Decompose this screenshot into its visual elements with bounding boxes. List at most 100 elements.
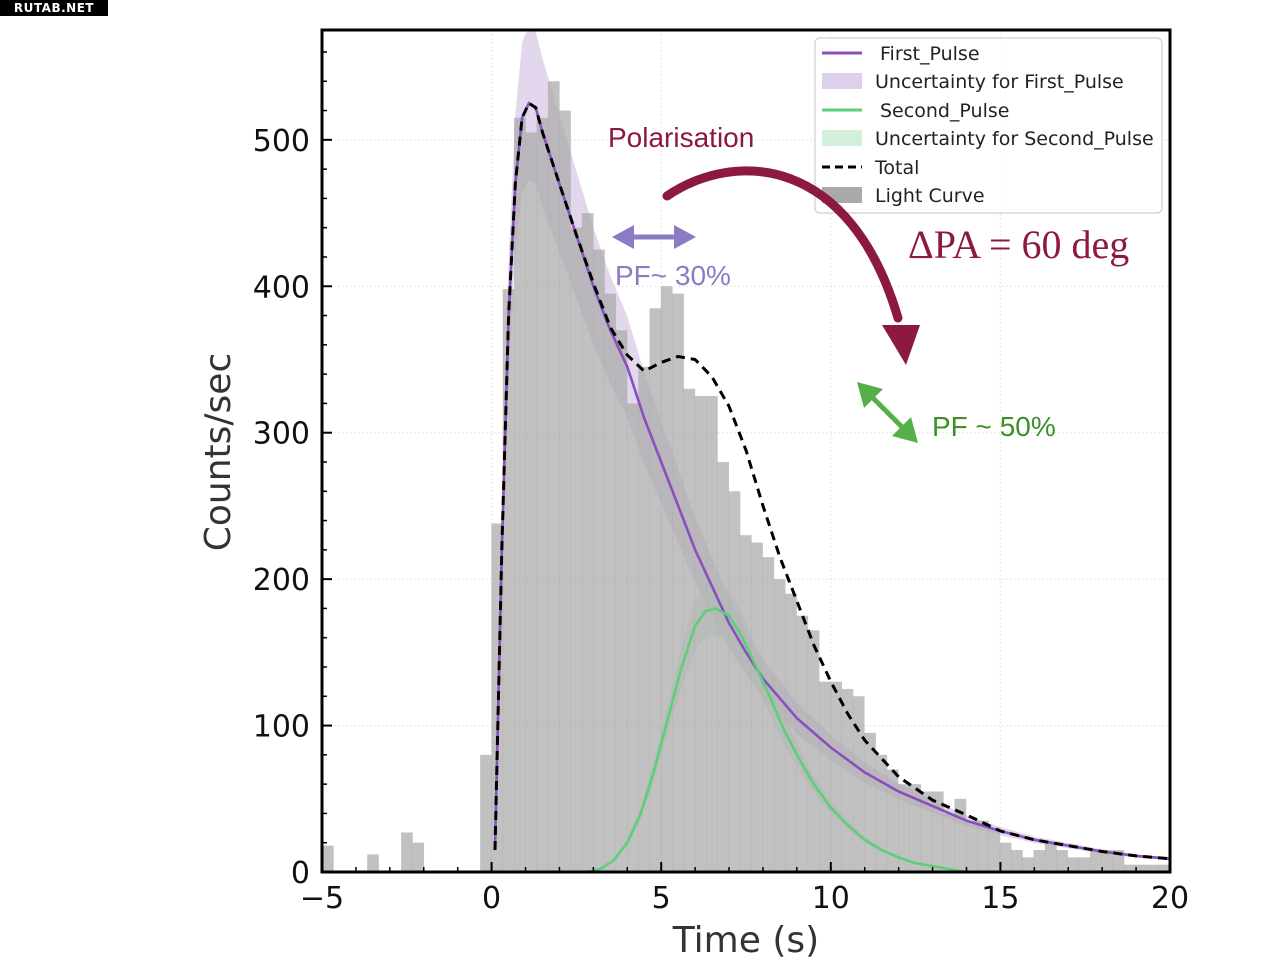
light-curve-bar <box>785 593 797 872</box>
light-curve-bar <box>1146 864 1159 872</box>
light-curve-bar <box>988 828 1001 872</box>
light-curve-bar <box>807 630 820 872</box>
light-curve-bar <box>954 798 967 872</box>
watermark: RUTAB.NET <box>0 0 108 16</box>
legend-second-uncertainty-label: Uncertainty for Second_Pulse <box>875 128 1154 150</box>
light-curve-bar <box>1022 857 1035 872</box>
light-curve-bar <box>739 535 752 872</box>
light-curve-bar <box>581 213 594 872</box>
light-curve-bar <box>841 688 854 872</box>
light-curve-bar <box>1090 850 1102 872</box>
light-curve-bar <box>1067 857 1080 872</box>
light-curve-bar <box>559 110 571 872</box>
y-tick-label: 100 <box>253 710 310 745</box>
light-curve-bar <box>920 791 933 872</box>
light-curve-bar <box>514 117 526 872</box>
polarisation-arrow-head <box>882 325 920 365</box>
light-curve-bars <box>322 81 1170 872</box>
light-curve-bar <box>864 732 876 872</box>
light-curve-bar <box>412 842 425 872</box>
light-curve-bar <box>999 842 1012 872</box>
light-curve-bar <box>1033 850 1046 872</box>
light-curve-bar <box>367 854 379 872</box>
light-curve-bar <box>728 491 741 872</box>
light-curve-bar <box>931 791 944 872</box>
light-curve-bar <box>547 81 560 872</box>
second-pulse-line <box>586 607 967 872</box>
light-curve-bar <box>322 845 334 872</box>
light-curve-bar <box>909 784 922 872</box>
light-curve-bar <box>480 754 492 872</box>
x-tick-label: −5 <box>300 881 344 916</box>
light-curve-bar <box>525 132 538 872</box>
total-line <box>493 101 1170 861</box>
light-curve-bar <box>502 289 515 872</box>
light-curve-bar <box>604 293 617 872</box>
x-tick-label: 20 <box>1151 881 1189 916</box>
light-curve-bar <box>649 308 662 872</box>
light-curve-bar <box>660 286 673 872</box>
light-curve-bar <box>626 403 639 872</box>
y-tick-label: 300 <box>253 417 310 452</box>
legend-total-label: Total <box>874 157 919 179</box>
y-tick-label: 500 <box>253 124 310 159</box>
legend-second-pulse-label: Second_Pulse <box>880 100 1009 122</box>
y-tick-label: 400 <box>253 270 310 305</box>
x-tick-label: 15 <box>981 881 1019 916</box>
light-curve-bar <box>875 754 888 872</box>
delta-pa-annotation: ΔPA = 60 deg <box>908 222 1129 267</box>
pf-second-double-arrow <box>857 382 918 443</box>
light-curve-bar <box>977 820 989 872</box>
light-curve-bar <box>1123 864 1136 872</box>
light-curve-bar <box>886 769 899 872</box>
light-curve-bar <box>762 557 775 872</box>
light-curve-bar <box>1157 864 1170 872</box>
pf-first-annotation: PF~ 30% <box>615 260 731 291</box>
light-curve-bar <box>943 813 955 872</box>
light-curve-bar <box>1056 850 1068 872</box>
light-curve-bar <box>1044 842 1057 872</box>
light-curve-bar <box>818 681 831 872</box>
light-curve-bar <box>536 117 549 872</box>
plot-area <box>322 30 1170 872</box>
light-curve-bar <box>830 681 842 872</box>
light-curve-bar <box>638 366 650 872</box>
light-curve-bar <box>1135 864 1147 872</box>
legend-first-uncertainty-label: Uncertainty for First_Pulse <box>875 71 1124 93</box>
light-curve-bar <box>751 542 763 872</box>
legend-first-uncertainty-swatch <box>822 73 862 89</box>
light-curve-bar <box>593 249 605 872</box>
light-curve-bar <box>706 396 718 872</box>
light-curve-bar <box>694 396 707 872</box>
light-curve-bar <box>683 388 696 872</box>
light-curve-bar <box>1101 850 1114 872</box>
pf-first-double-arrow <box>612 225 696 249</box>
plot-frame <box>320 28 1172 874</box>
light-curve-bar <box>1078 857 1091 872</box>
legend-first-pulse-label: First_Pulse <box>880 43 980 65</box>
y-tick-label: 200 <box>253 563 310 598</box>
light-curve-bar <box>401 832 413 872</box>
y-axis-label: Counts/sec <box>198 353 239 552</box>
x-tick-label: 0 <box>482 881 501 916</box>
light-curve-bar <box>965 820 978 872</box>
x-axis-label: Time (s) <box>672 920 819 960</box>
light-curve-bar <box>796 615 809 872</box>
light-curve-bar <box>615 330 628 872</box>
pf-second-annotation: PF ~ 50% <box>932 411 1056 442</box>
light-curve-bar <box>773 579 786 872</box>
light-curve-bar <box>852 696 865 872</box>
legend: First_Pulse Uncertainty for First_Pulse … <box>814 37 1163 214</box>
legend-second-uncertainty-swatch <box>822 130 862 146</box>
light-curve-bar <box>1112 850 1125 872</box>
legend-box <box>814 37 1163 214</box>
light-curve-bar <box>570 227 583 872</box>
x-tick-label: 10 <box>812 881 850 916</box>
light-curve-bar <box>898 784 910 872</box>
polarisation-arrow <box>662 166 903 323</box>
light-curve-bar <box>1011 850 1023 872</box>
polarisation-annotation: Polarisation <box>608 122 754 153</box>
light-curve-bar <box>672 293 684 872</box>
legend-light-curve-label: Light Curve <box>875 185 985 207</box>
